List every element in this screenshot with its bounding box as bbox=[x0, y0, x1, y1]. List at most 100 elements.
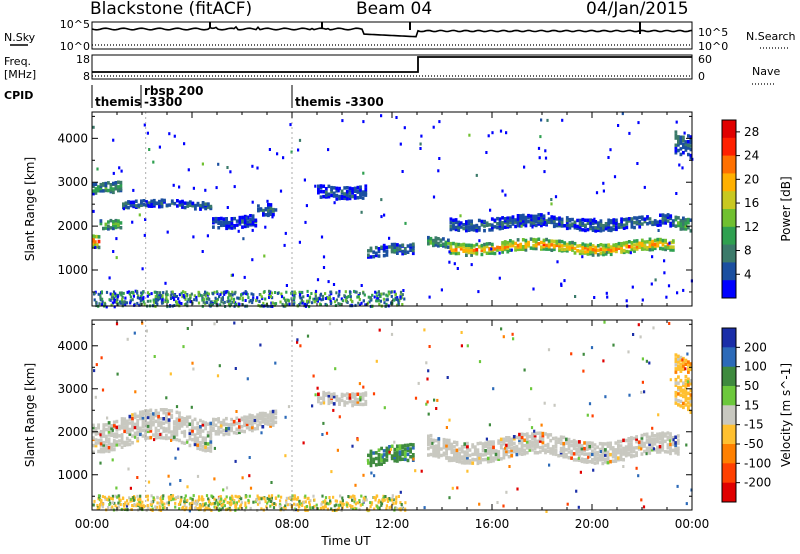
near-range-cell bbox=[113, 298, 116, 302]
colorbar-tick-label: 4 bbox=[744, 267, 752, 281]
heat-cell bbox=[479, 452, 482, 457]
near-range-cell bbox=[167, 501, 170, 505]
noise-cell bbox=[530, 218, 533, 222]
heat-cell bbox=[434, 451, 438, 456]
heat-cell bbox=[568, 241, 572, 245]
heat-cell bbox=[411, 455, 415, 460]
heat-cell bbox=[125, 419, 129, 423]
heat-cell bbox=[562, 444, 566, 449]
heat-cell bbox=[225, 223, 228, 228]
near-range-cell bbox=[200, 294, 203, 298]
heat-cell bbox=[439, 243, 443, 247]
heat-cell bbox=[648, 244, 652, 249]
near-range-cell bbox=[241, 303, 244, 307]
heat-cell bbox=[327, 399, 331, 403]
heat-cell bbox=[178, 411, 181, 415]
heat-cell bbox=[578, 445, 581, 450]
heat-cell bbox=[374, 253, 378, 258]
heat-cell bbox=[540, 245, 543, 249]
heat-cell bbox=[682, 401, 685, 406]
heat-cell bbox=[663, 439, 667, 444]
noise-cell bbox=[321, 433, 324, 436]
heat-cell bbox=[92, 184, 95, 189]
heat-cell bbox=[117, 185, 120, 189]
heat-cell bbox=[457, 225, 461, 230]
heat-cell bbox=[617, 450, 620, 455]
heat-cell bbox=[120, 439, 124, 443]
heat-cell bbox=[677, 141, 680, 145]
heat-cell bbox=[317, 184, 320, 188]
noise-cell bbox=[252, 296, 255, 300]
heat-cell bbox=[653, 434, 657, 438]
heat-cell bbox=[545, 221, 548, 226]
near-range-cell bbox=[162, 494, 165, 498]
heat-cell bbox=[635, 242, 639, 246]
near-range-cell bbox=[197, 498, 200, 502]
near-range-cell bbox=[141, 500, 144, 504]
noise-cell bbox=[625, 299, 628, 303]
heat-cell bbox=[640, 433, 644, 438]
heat-cell bbox=[622, 226, 626, 230]
heat-cell bbox=[264, 413, 267, 418]
heat-cell bbox=[447, 238, 450, 242]
heat-cell bbox=[479, 460, 482, 465]
near-range-cell bbox=[319, 506, 322, 510]
near-range-cell bbox=[98, 505, 101, 509]
heat-cell bbox=[204, 448, 207, 453]
noise-cell bbox=[153, 438, 156, 442]
near-range-cell bbox=[198, 495, 201, 499]
heat-cell bbox=[390, 248, 394, 253]
heat-cell bbox=[110, 426, 114, 431]
heat-cell bbox=[115, 432, 119, 436]
noise-cell bbox=[251, 258, 254, 262]
heat-cell bbox=[92, 182, 95, 187]
noise-cell bbox=[668, 241, 671, 245]
heat-cell bbox=[102, 446, 106, 451]
heat-cell bbox=[573, 222, 577, 227]
heat-cell bbox=[627, 240, 631, 244]
heat-cell bbox=[264, 411, 267, 416]
heat-cell bbox=[550, 215, 554, 219]
heat-cell bbox=[622, 438, 625, 443]
heat-cell bbox=[157, 433, 160, 437]
heat-cell bbox=[92, 450, 95, 454]
heat-cell bbox=[679, 366, 683, 370]
heat-cell bbox=[442, 443, 446, 447]
colorbar-label: Power [dB] bbox=[779, 176, 793, 241]
heat-cell bbox=[640, 442, 644, 447]
heat-cell bbox=[97, 239, 101, 244]
heat-cell bbox=[107, 220, 110, 224]
heat-cell bbox=[142, 199, 146, 203]
near-range-cell bbox=[374, 496, 377, 500]
heat-cell bbox=[356, 397, 360, 402]
near-range-cell bbox=[302, 295, 305, 299]
heat-cell bbox=[674, 397, 678, 402]
heat-cell bbox=[528, 434, 532, 439]
noise-cell bbox=[478, 360, 482, 364]
heat-cell bbox=[271, 423, 275, 427]
noise-cell bbox=[381, 455, 384, 459]
heat-cell bbox=[196, 439, 200, 443]
heat-cell bbox=[353, 189, 357, 193]
heat-cell bbox=[523, 438, 527, 442]
heat-cell bbox=[437, 437, 441, 441]
heat-cell bbox=[687, 405, 690, 409]
noise-cell bbox=[170, 439, 173, 442]
near-range-cell bbox=[125, 301, 129, 305]
noise-cell bbox=[420, 134, 423, 138]
heat-cell bbox=[348, 186, 352, 190]
near-range-cell bbox=[246, 292, 249, 296]
near-range-cell bbox=[113, 296, 116, 300]
near-range-cell bbox=[354, 497, 357, 501]
heat-cell bbox=[262, 208, 265, 213]
heat-cell bbox=[170, 409, 174, 413]
heat-cell bbox=[455, 440, 459, 445]
heat-cell bbox=[503, 240, 507, 244]
heat-cell bbox=[185, 415, 189, 419]
heat-cell bbox=[488, 228, 492, 232]
heat-cell bbox=[538, 435, 542, 439]
heat-cell bbox=[643, 444, 646, 448]
near-range-cell bbox=[298, 503, 301, 506]
near-range-cell bbox=[393, 298, 396, 302]
heat-cell bbox=[677, 221, 680, 225]
